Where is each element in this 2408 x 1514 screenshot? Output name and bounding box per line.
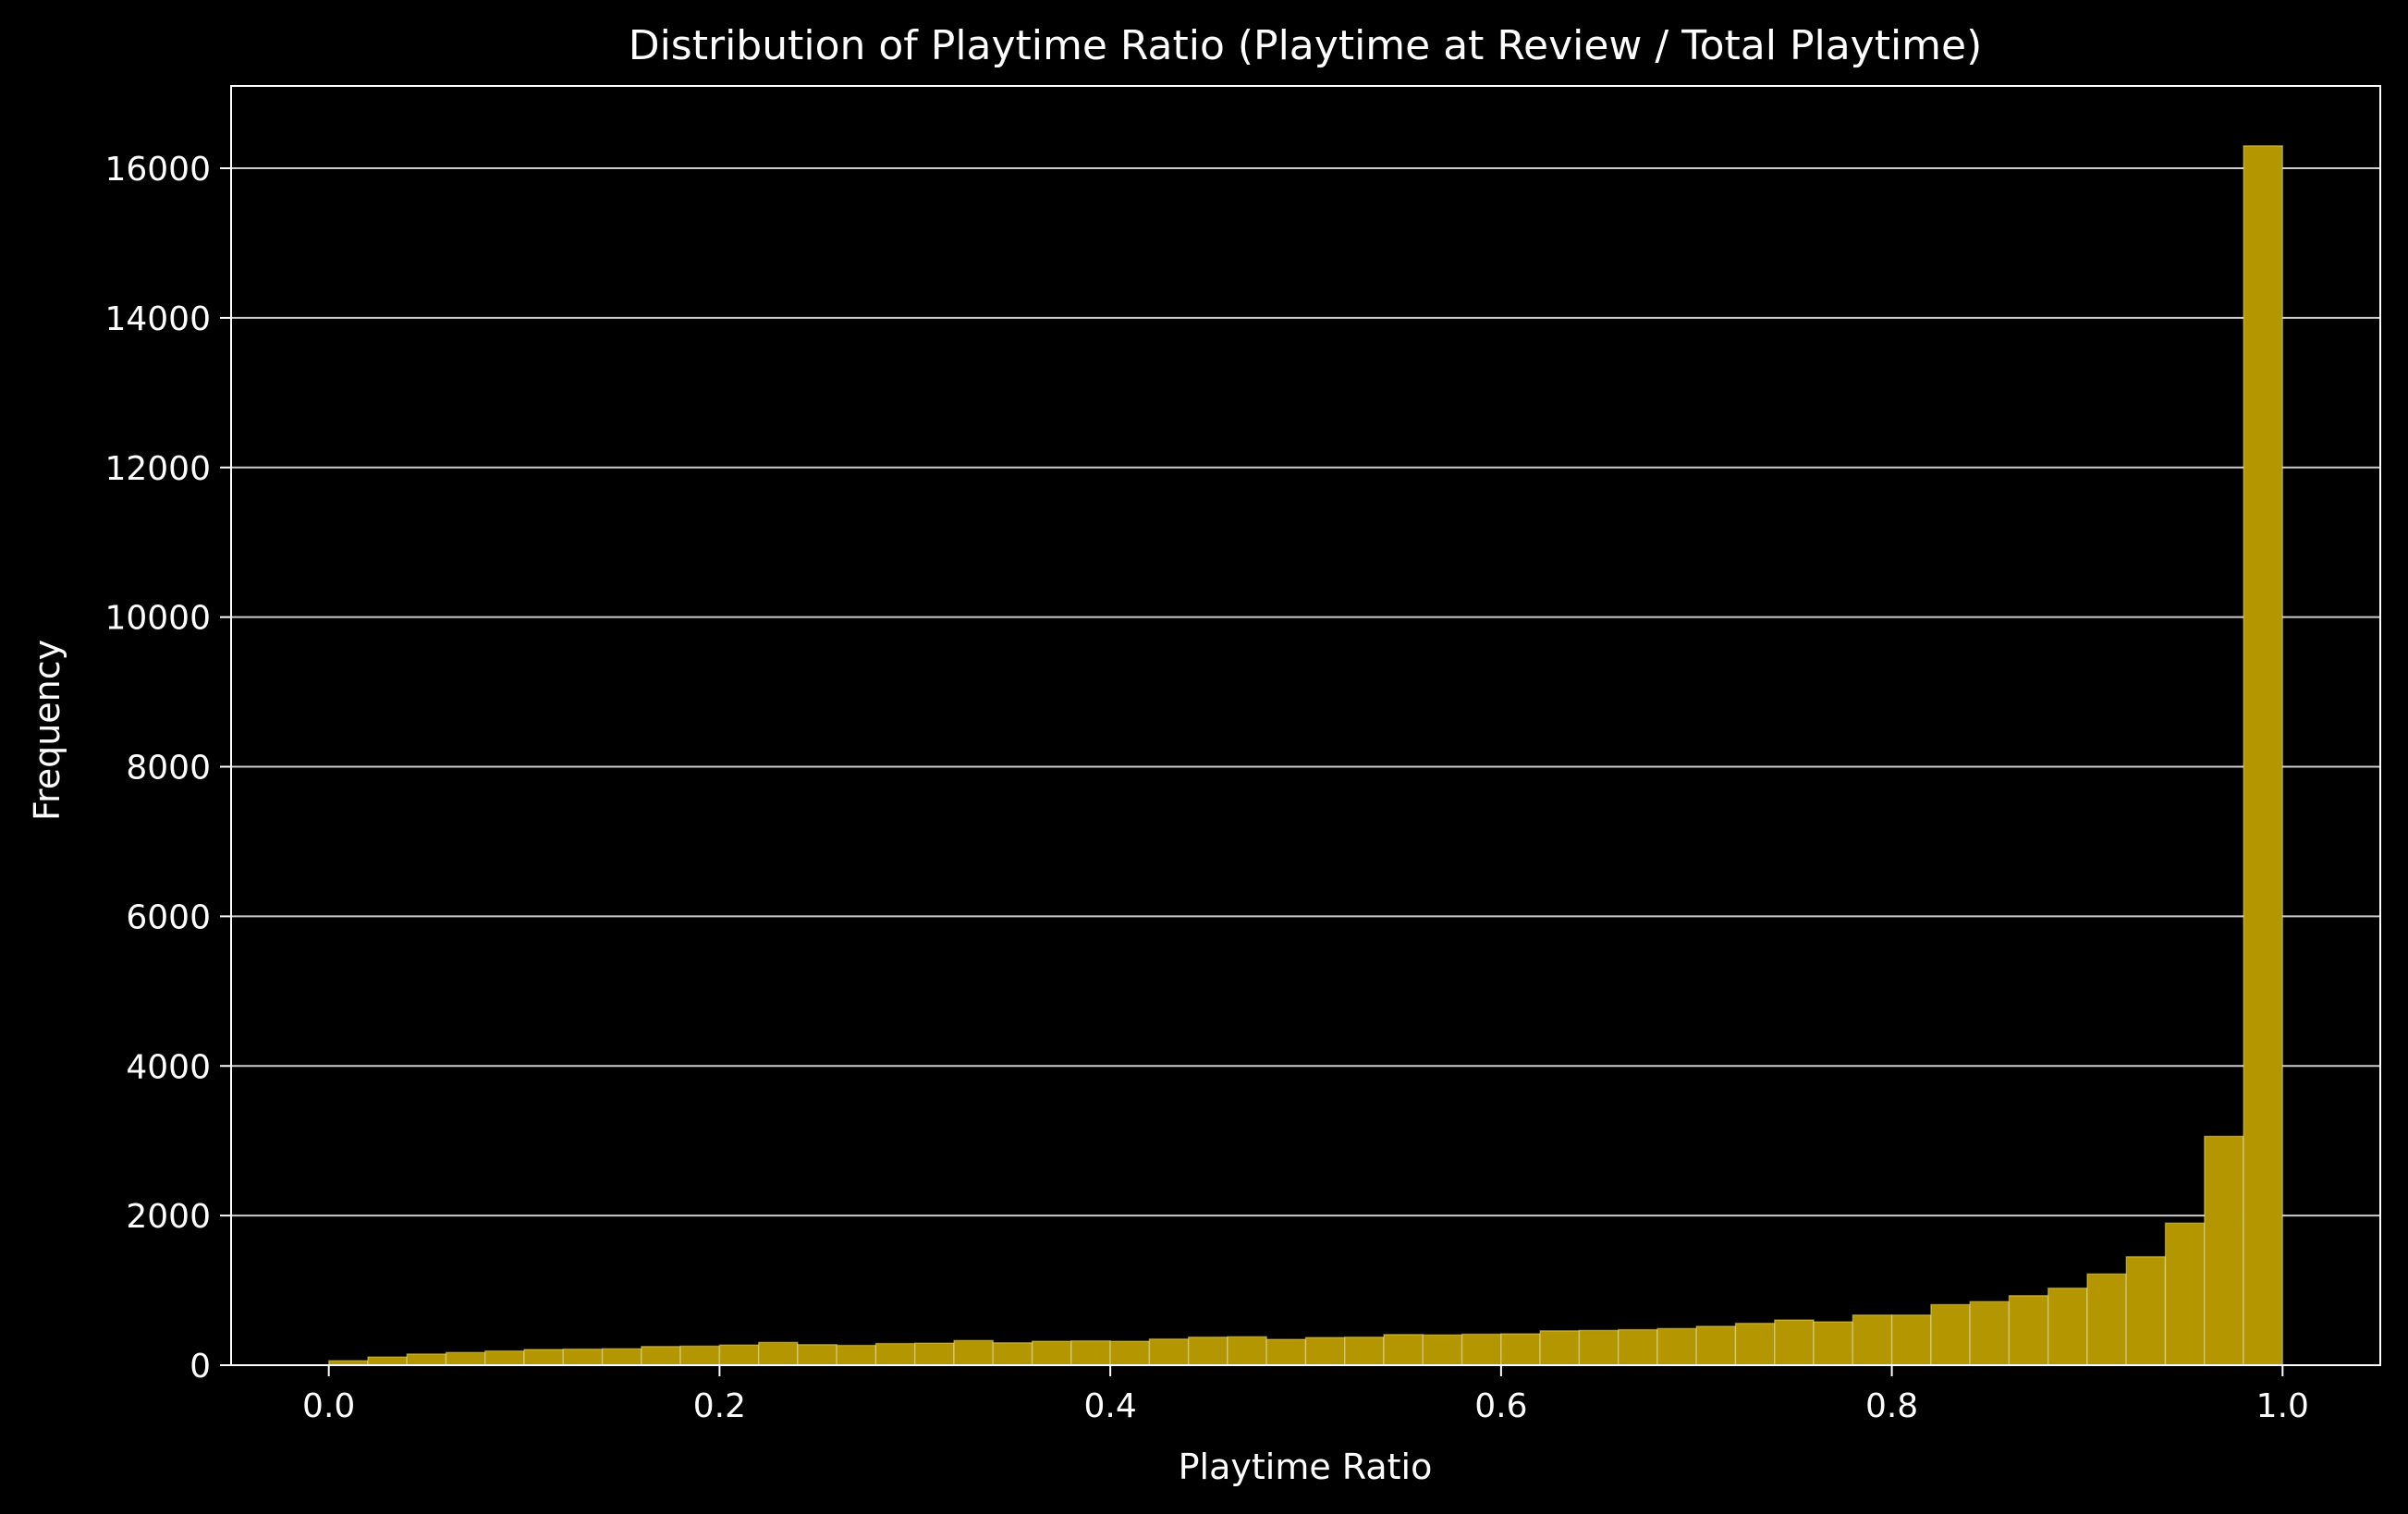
histogram-bar [1187, 1336, 1228, 1366]
histogram-bar [2008, 1294, 2049, 1366]
histogram-bar [1109, 1340, 1151, 1366]
histogram-bar [1031, 1340, 1072, 1366]
histogram-bar [1695, 1325, 1737, 1366]
histogram-bar [641, 1346, 681, 1366]
y-tick-label: 10000 [104, 600, 211, 638]
y-axis-ticks: 0 2000 4000 6000 8000 10000 12000 14000 16000 [104, 151, 231, 1386]
histogram-bar [874, 1342, 916, 1366]
histogram-bar [1422, 1334, 1463, 1366]
histogram-bar [1969, 1300, 2011, 1366]
y-tick-label: 12000 [104, 450, 211, 488]
histogram-bar [445, 1351, 486, 1366]
x-tick-label: 1.0 [2256, 1387, 2309, 1425]
histogram-bar [1578, 1329, 1620, 1366]
x-tick-label: 0.8 [1865, 1387, 1918, 1425]
y-tick-label: 8000 [126, 750, 211, 788]
histogram-bar [1344, 1336, 1385, 1366]
x-axis-label: Playtime Ratio [1179, 1447, 1433, 1487]
histogram-bar [1227, 1336, 1267, 1366]
histogram-bar [406, 1353, 447, 1366]
y-tick-label: 2000 [126, 1198, 211, 1236]
histogram-bar [1617, 1328, 1658, 1366]
histogram-bar [2047, 1287, 2088, 1366]
x-tick-label: 0.4 [1084, 1387, 1137, 1425]
y-tick-label: 14000 [104, 300, 211, 338]
histogram-bar [2204, 1135, 2244, 1366]
histogram-bar [836, 1344, 877, 1366]
y-tick-label: 4000 [126, 1048, 211, 1086]
y-axis-label: Frequency [27, 640, 67, 821]
y-tick-label: 0 [189, 1348, 211, 1386]
histogram-bar [601, 1348, 642, 1366]
histogram-bar [797, 1343, 837, 1366]
histogram-bar [562, 1348, 604, 1366]
x-tick-label: 0.0 [302, 1387, 355, 1425]
histogram-bar [1774, 1319, 1815, 1366]
histogram-bar [2125, 1255, 2167, 1366]
chart-title: Distribution of Playtime Ratio (Playtime… [629, 22, 1983, 69]
histogram-bar [1500, 1333, 1541, 1366]
histogram-bar [679, 1345, 721, 1366]
histogram-bar [1890, 1314, 1932, 1366]
plot-frame [230, 85, 2381, 1366]
histogram-bar [1656, 1327, 1697, 1366]
histogram-bar [367, 1356, 408, 1366]
histogram-bar [2243, 144, 2284, 1366]
histogram-bar [1539, 1330, 1581, 1366]
x-tick-label: 0.2 [693, 1387, 746, 1425]
histogram-bar [1070, 1339, 1111, 1366]
histogram-bar [2086, 1273, 2127, 1366]
histogram-bar [484, 1349, 525, 1366]
histogram-bar [757, 1341, 799, 1366]
histogram-bar [1813, 1321, 1854, 1366]
histogram-bar [1734, 1322, 1776, 1366]
y-tick-label: 16000 [104, 151, 211, 189]
histogram-bar [2164, 1222, 2206, 1366]
histogram-bar [1461, 1333, 1502, 1366]
histogram-bar [1304, 1337, 1346, 1366]
histogram-bar [523, 1349, 565, 1366]
x-tick-label: 0.6 [1474, 1387, 1527, 1425]
gridlines [231, 167, 2380, 1366]
histogram-bar [1852, 1314, 1893, 1366]
histogram-bar [1383, 1334, 1424, 1366]
histogram-bar [1265, 1338, 1307, 1366]
histogram-bar [992, 1341, 1033, 1366]
histogram-bar [953, 1339, 995, 1366]
x-axis-ticks: 0.0 0.2 0.4 0.6 0.8 1.0 [302, 1365, 2309, 1425]
histogram-bar [914, 1342, 955, 1366]
y-tick-label: 6000 [126, 898, 211, 936]
histogram-bar [1148, 1337, 1190, 1366]
histogram-bar [1930, 1303, 1971, 1366]
histogram-bar [718, 1344, 760, 1366]
